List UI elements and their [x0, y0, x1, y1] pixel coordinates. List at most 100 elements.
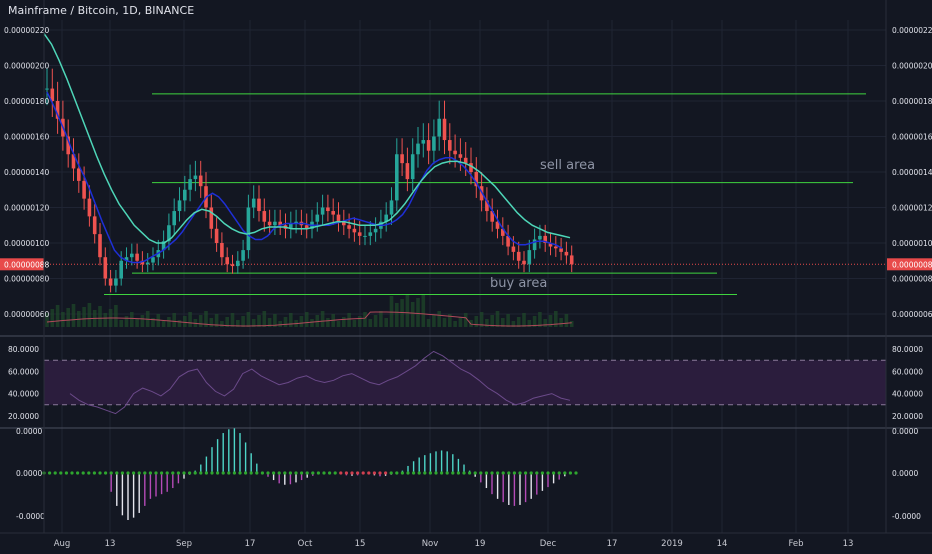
price-tick-label-left: 0.00000080 [4, 275, 50, 284]
rsi-tick-label-right: 60.0000 [892, 367, 923, 376]
macd-signal-dot [451, 471, 455, 475]
macd-signal-dot [344, 471, 348, 475]
volume-bar [257, 315, 261, 327]
volume-bar [183, 316, 187, 327]
price-tick-label-right: 0.00000080 [892, 275, 932, 284]
volume-bar [485, 319, 489, 327]
macd-signal-dot [232, 471, 236, 475]
volume-bar [564, 314, 569, 327]
sell-area-annotation[interactable]: sell area [540, 158, 595, 173]
macd-signal-dot [328, 471, 332, 475]
macd-signal-dot [70, 471, 74, 475]
volume-bar [82, 307, 86, 327]
candle-body [357, 232, 362, 236]
candle-body [564, 251, 569, 256]
volume-bar [569, 321, 574, 327]
volume-bar [442, 318, 447, 327]
volume-bar [55, 305, 60, 327]
macd-signal-dot [176, 471, 180, 475]
ema-lines [43, 33, 571, 264]
macd-signal-dot [216, 471, 220, 475]
candle-body [463, 157, 468, 164]
candle-body [177, 200, 182, 212]
volume-bar [516, 317, 521, 327]
candle-body [458, 154, 463, 158]
price-tick-label-right: 0.00000160 [892, 133, 932, 142]
macd-signal-dot [574, 471, 578, 475]
macd-signal-dot [473, 471, 477, 475]
macd-signal-dot [199, 471, 203, 475]
macd-signal-dot [428, 471, 432, 475]
candle-body [516, 251, 521, 261]
last-price-badge-right[interactable] [887, 258, 932, 271]
candle-body [92, 216, 97, 235]
macd-tick-label-left: -0.0000 [16, 512, 45, 521]
volume-bar [220, 321, 224, 327]
candle-body [294, 221, 298, 224]
candle-body [453, 150, 457, 155]
candle-body [198, 175, 203, 187]
macd-signal-dot [160, 471, 164, 475]
candle-body [389, 200, 394, 215]
volume-bar [347, 313, 351, 327]
macd-signal-dot [456, 471, 460, 475]
macd-signal-dot [524, 471, 528, 475]
macd-signal-dot [468, 471, 472, 475]
candle-body [363, 235, 367, 237]
x-tick-label: 19 [475, 539, 486, 549]
volume-bar [130, 312, 134, 327]
buy-area-annotation[interactable]: buy area [490, 276, 547, 291]
last-price-badge-left[interactable] [0, 258, 44, 271]
symbol-title[interactable]: Mainframe / Bitcoin, 1D, BINANCE [8, 4, 194, 17]
macd-signal-dot [104, 471, 108, 475]
volume-bar [532, 316, 537, 327]
candle-body [267, 221, 272, 226]
macd-signal-dot [440, 471, 444, 475]
candle-body [82, 180, 86, 199]
candlestick-series [45, 68, 574, 293]
macd-signal-dot [507, 471, 511, 475]
candle-body [432, 136, 436, 151]
volume-bar [379, 311, 383, 327]
macd-signal-dot [518, 471, 522, 475]
rsi-tick-label-right: 40.0000 [892, 390, 923, 399]
macd-signal-dot [339, 471, 343, 475]
volume-bar [98, 306, 102, 327]
candle-body [421, 140, 426, 144]
volume-bar [495, 311, 500, 327]
candle-body [145, 262, 150, 265]
volume-bar [426, 319, 431, 327]
level-lines[interactable]: 0.00000088 0.00000088 [0, 93, 932, 295]
macd-tick-label-right: 0.0000 [892, 427, 918, 436]
macd-signal-dot [221, 471, 225, 475]
volume-bar [209, 318, 214, 327]
candle-body [501, 228, 505, 236]
macd-signal-dot [316, 471, 320, 475]
candle-body [108, 278, 113, 286]
volume-bar [241, 316, 245, 327]
pane-dividers[interactable] [0, 335, 932, 429]
macd-signal-dot [260, 471, 264, 475]
volume-bar [538, 312, 542, 327]
x-tick-label: Nov [422, 539, 439, 549]
macd-signal-dot [512, 471, 517, 475]
macd-signal-dot [148, 471, 152, 475]
candle-body [103, 257, 108, 279]
macd-signal-dot [406, 471, 410, 475]
candle-body [352, 228, 357, 233]
price-tick-label-right: 0.00000180 [892, 97, 932, 106]
candle-body [304, 225, 309, 229]
candle-body [554, 246, 558, 249]
candle-body [151, 257, 155, 263]
macd-signal-dot [552, 471, 556, 475]
macd-signal-dot [462, 471, 466, 475]
volume-bar [45, 313, 49, 327]
volume-bar [315, 315, 320, 327]
macd-signal-dot [126, 471, 130, 475]
macd-pane[interactable]: 0.0000 0.0000 0.0000 0.0000 -0.0000 -0.0000 [16, 427, 921, 521]
candle-body [495, 221, 500, 229]
last-price-label-left: 0.00000088 [4, 260, 50, 269]
rsi-pane[interactable]: 80.0000 80.0000 60.0000 60.0000 40.0000 40.00… [8, 345, 923, 421]
